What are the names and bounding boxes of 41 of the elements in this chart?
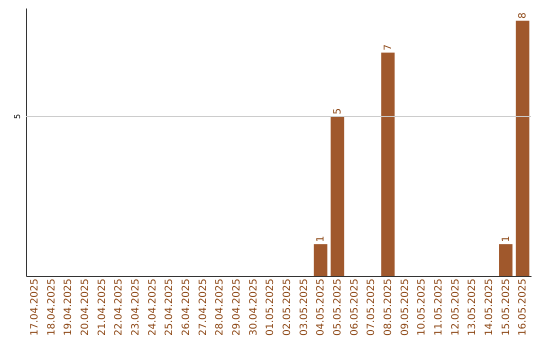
x-tick-label: 12.05.2025 (450, 278, 462, 336)
bar (516, 20, 530, 276)
x-tick-label: 16.05.2025 (518, 278, 529, 336)
bar (381, 52, 395, 276)
x-tick-label: 23.04.2025 (130, 278, 142, 336)
x-tick-label: 20.04.2025 (80, 278, 91, 336)
x-tick-label: 08.05.2025 (382, 278, 394, 336)
x-tick-label: 06.05.2025 (349, 278, 360, 336)
x-tick-label: 15.05.2025 (500, 278, 512, 336)
x-tick-label: 13.05.2025 (467, 278, 478, 336)
data-label: 7 (382, 44, 394, 51)
x-tick-label: 29.04.2025 (231, 278, 242, 336)
x-tick-label: 18.04.2025 (46, 278, 58, 336)
x-tick-label: 14.05.2025 (484, 278, 495, 336)
data-label: 5 (332, 108, 344, 114)
bar (499, 244, 512, 276)
data-label: 1 (500, 236, 512, 242)
x-tick-label: 22.04.2025 (114, 278, 125, 336)
x-tick-label: 07.05.2025 (366, 278, 378, 336)
x-tick-label: 17.04.2025 (29, 278, 40, 336)
x-tick-label: 19.04.2025 (63, 278, 74, 336)
ref-line-label: 5 (13, 114, 22, 120)
x-tick-label: 10.05.2025 (416, 278, 428, 336)
x-tick-label: 01.05.2025 (265, 278, 276, 336)
x-tick-label: 03.05.2025 (298, 278, 310, 336)
data-label: 8 (518, 12, 529, 19)
x-tick-label: 27.04.2025 (198, 278, 209, 336)
x-tick-label: 28.04.2025 (214, 278, 226, 336)
x-tick-label: 09.05.2025 (400, 278, 411, 336)
x-tick-label: 21.04.2025 (96, 278, 108, 336)
bar (330, 116, 344, 276)
x-tick-label: 11.05.2025 (433, 278, 444, 336)
x-tick-label: 25.04.2025 (164, 278, 176, 336)
bar (314, 244, 328, 276)
x-tick-label: 24.04.2025 (147, 278, 158, 336)
x-tick-label: 04.05.2025 (316, 278, 327, 336)
data-label: 1 (316, 236, 327, 242)
x-tick-label: 02.05.2025 (282, 278, 293, 336)
x-tick-label: 26.04.2025 (180, 278, 192, 336)
x-tick-label: 30.04.2025 (248, 278, 260, 336)
x-tick-label: 05.05.2025 (332, 278, 344, 336)
